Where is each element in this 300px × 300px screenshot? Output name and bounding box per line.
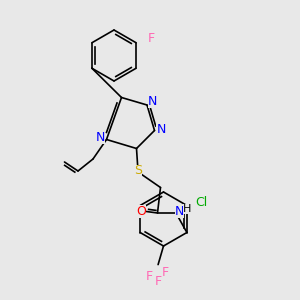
Text: N: N (148, 95, 157, 108)
Text: F: F (146, 269, 153, 283)
Text: O: O (136, 205, 146, 218)
Text: N: N (175, 205, 184, 218)
Text: N: N (96, 130, 105, 144)
Text: N: N (156, 122, 166, 136)
Text: S: S (134, 164, 142, 178)
Text: F: F (148, 32, 154, 45)
Text: H: H (183, 204, 191, 214)
Text: F: F (162, 266, 169, 280)
Text: Cl: Cl (195, 196, 207, 209)
Text: F: F (155, 274, 162, 288)
